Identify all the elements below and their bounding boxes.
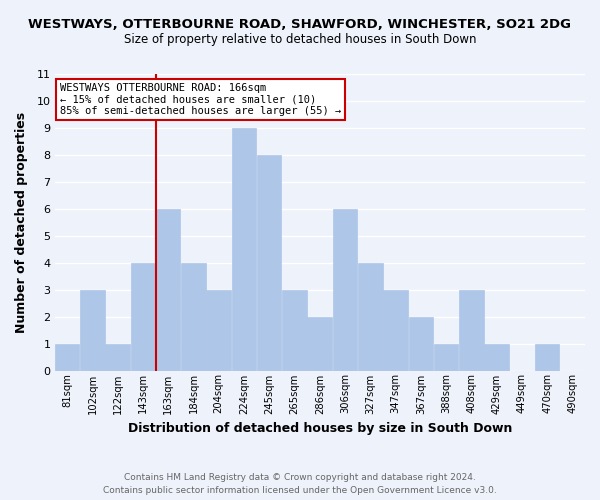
Bar: [232, 128, 256, 370]
Bar: [257, 155, 281, 370]
Text: Size of property relative to detached houses in South Down: Size of property relative to detached ho…: [124, 32, 476, 46]
X-axis label: Distribution of detached houses by size in South Down: Distribution of detached houses by size …: [128, 422, 512, 435]
Text: WESTWAYS, OTTERBOURNE ROAD, SHAWFORD, WINCHESTER, SO21 2DG: WESTWAYS, OTTERBOURNE ROAD, SHAWFORD, WI…: [29, 18, 571, 30]
Bar: [181, 262, 206, 370]
Text: WESTWAYS OTTERBOURNE ROAD: 166sqm
← 15% of detached houses are smaller (10)
85% : WESTWAYS OTTERBOURNE ROAD: 166sqm ← 15% …: [60, 83, 341, 116]
Bar: [131, 262, 155, 370]
Bar: [106, 344, 130, 370]
Text: Contains public sector information licensed under the Open Government Licence v3: Contains public sector information licen…: [103, 486, 497, 495]
Bar: [282, 290, 307, 370]
Y-axis label: Number of detached properties: Number of detached properties: [15, 112, 28, 333]
Bar: [358, 262, 383, 370]
Bar: [333, 209, 357, 370]
Bar: [307, 316, 332, 370]
Bar: [434, 344, 458, 370]
Bar: [156, 209, 181, 370]
Text: Contains HM Land Registry data © Crown copyright and database right 2024.: Contains HM Land Registry data © Crown c…: [124, 472, 476, 482]
Bar: [409, 316, 433, 370]
Bar: [206, 290, 231, 370]
Bar: [383, 290, 408, 370]
Bar: [80, 290, 104, 370]
Bar: [459, 290, 484, 370]
Bar: [484, 344, 509, 370]
Bar: [55, 344, 79, 370]
Bar: [535, 344, 559, 370]
